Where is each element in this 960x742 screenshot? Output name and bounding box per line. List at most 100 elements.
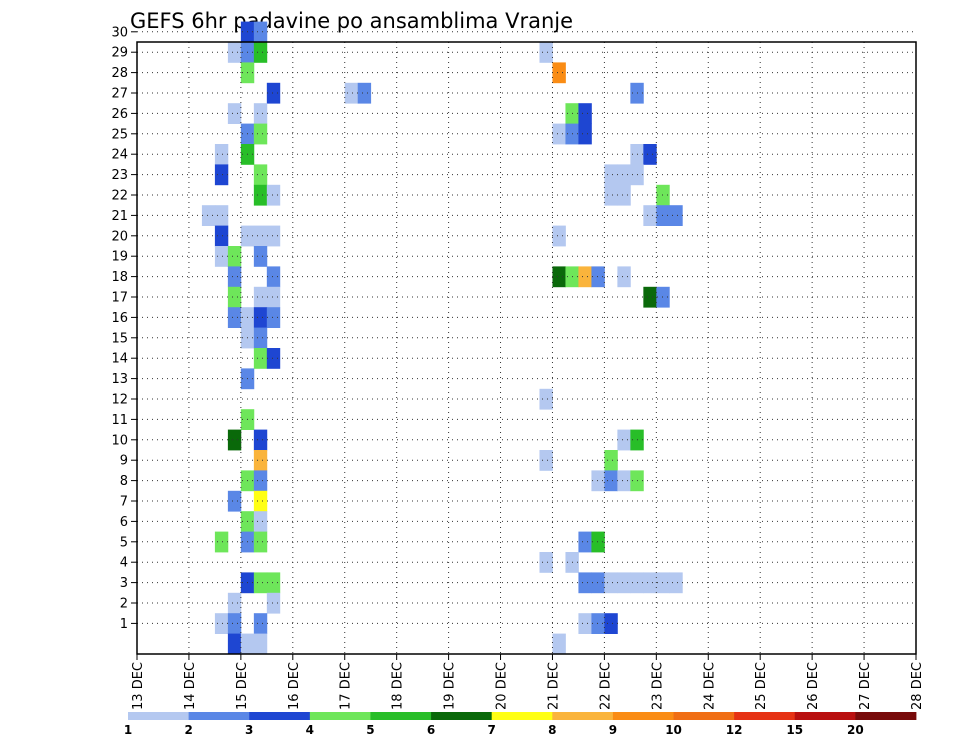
- precip-cell: [591, 531, 605, 553]
- x-tick-label: 25 DEC: [754, 662, 769, 710]
- precip-cell: [604, 184, 618, 206]
- x-tick-label: 22 DEC: [598, 662, 613, 710]
- precip-cell: [253, 164, 268, 186]
- precip-cell: [617, 572, 631, 594]
- precip-cell: [253, 307, 268, 328]
- colorbar-swatch: [673, 712, 735, 720]
- precip-cell: [604, 164, 618, 186]
- precip-cell: [253, 490, 268, 512]
- precip-cell: [227, 246, 242, 267]
- y-tick-label: 15: [111, 331, 128, 346]
- precip-cell: [266, 348, 281, 369]
- precip-cell: [656, 205, 670, 226]
- precip-cell: [604, 613, 618, 634]
- y-tick-label: 19: [111, 250, 128, 265]
- precip-cell: [266, 225, 281, 247]
- precip-cell: [214, 531, 229, 553]
- y-tick-label: 8: [120, 474, 128, 489]
- colorbar-label: 8: [548, 723, 556, 737]
- precip-cell: [578, 123, 592, 145]
- precip-cell: [227, 286, 242, 308]
- grid-lines: [137, 31, 916, 654]
- precip-cell: [604, 450, 618, 471]
- colorbar-label: 3: [245, 723, 253, 737]
- precip-cell: [266, 307, 281, 328]
- precip-cell: [227, 633, 242, 655]
- y-tick-label: 18: [111, 270, 128, 285]
- y-tick-label: 4: [120, 556, 128, 571]
- precip-cell: [253, 633, 268, 655]
- precip-cell: [591, 470, 605, 492]
- chart-title: GEFS 6hr padavine po ansamblima Vranje: [130, 9, 573, 33]
- y-tick-label: 23: [111, 168, 128, 183]
- colorbar-swatch: [370, 712, 432, 720]
- x-tick-label: 21 DEC: [546, 662, 561, 710]
- colorbar-label: 15: [786, 723, 803, 737]
- colorbar-swatch: [491, 712, 553, 720]
- y-tick-label: 7: [120, 495, 128, 510]
- precip-cell: [266, 266, 281, 288]
- y-tick-label: 26: [111, 107, 128, 122]
- y-axis-ensemble-members: 1234567891011121314151617181920212223242…: [111, 25, 137, 632]
- colorbar-swatch: [794, 712, 856, 720]
- y-tick-label: 21: [111, 209, 128, 224]
- x-tick-label: 16 DEC: [287, 662, 302, 710]
- precip-cell: [578, 103, 592, 124]
- y-tick-label: 30: [111, 25, 128, 40]
- plot-frame: [136, 41, 917, 655]
- precip-cell: [552, 266, 566, 288]
- x-tick-label: 17 DEC: [339, 662, 354, 710]
- precip-cell: [240, 633, 255, 655]
- precip-cell: [578, 613, 592, 634]
- precip-cell: [591, 613, 605, 634]
- precip-cell: [253, 123, 268, 145]
- precip-cell: [214, 246, 229, 267]
- precip-cell: [604, 470, 618, 492]
- precip-cell: [253, 246, 268, 267]
- precip-cell: [266, 82, 281, 104]
- precip-cell: [227, 103, 242, 124]
- precip-cell: [214, 164, 229, 186]
- precip-cell: [253, 531, 268, 553]
- colorbar-label: 7: [488, 723, 496, 737]
- y-tick-label: 22: [111, 189, 128, 204]
- precip-cell: [617, 184, 631, 206]
- precip-cell: [617, 429, 631, 451]
- y-tick-label: 9: [120, 454, 128, 469]
- x-tick-label: 18 DEC: [391, 662, 406, 710]
- precip-cell: [214, 613, 229, 634]
- precip-cell: [253, 470, 268, 492]
- y-tick-label: 11: [111, 413, 128, 428]
- x-tick-label: 14 DEC: [183, 662, 198, 710]
- precip-cell: [253, 348, 268, 369]
- x-tick-label: 28 DEC: [910, 662, 925, 710]
- precip-cell: [539, 552, 553, 573]
- colorbar-label: 20: [847, 723, 864, 737]
- precip-cell: [253, 511, 268, 532]
- y-tick-label: 1: [120, 617, 128, 632]
- precip-cell: [617, 164, 631, 186]
- precip-cell: [227, 429, 242, 451]
- colorbar-swatch: [431, 712, 493, 720]
- precip-cell: [617, 470, 631, 492]
- precip-cell: [227, 266, 242, 288]
- precip-cell: [643, 144, 657, 165]
- precip-cell: [253, 450, 268, 471]
- y-tick-label: 13: [111, 372, 128, 387]
- colorbar-swatch: [552, 712, 614, 720]
- x-tick-label: 19 DEC: [443, 662, 458, 710]
- colorbar-label: 1: [124, 723, 132, 737]
- colorbar-label: 10: [665, 723, 682, 737]
- precip-cell: [253, 429, 268, 451]
- precip-cell: [617, 266, 631, 288]
- precip-cell: [669, 205, 683, 226]
- colorbar-swatch: [855, 712, 917, 720]
- precip-cell: [253, 21, 268, 43]
- precip-cell: [227, 613, 242, 634]
- precip-cell: [357, 82, 372, 104]
- precip-cell: [643, 286, 657, 308]
- precip-cell: [539, 450, 553, 471]
- y-tick-label: 10: [111, 433, 128, 448]
- y-tick-label: 20: [111, 229, 128, 244]
